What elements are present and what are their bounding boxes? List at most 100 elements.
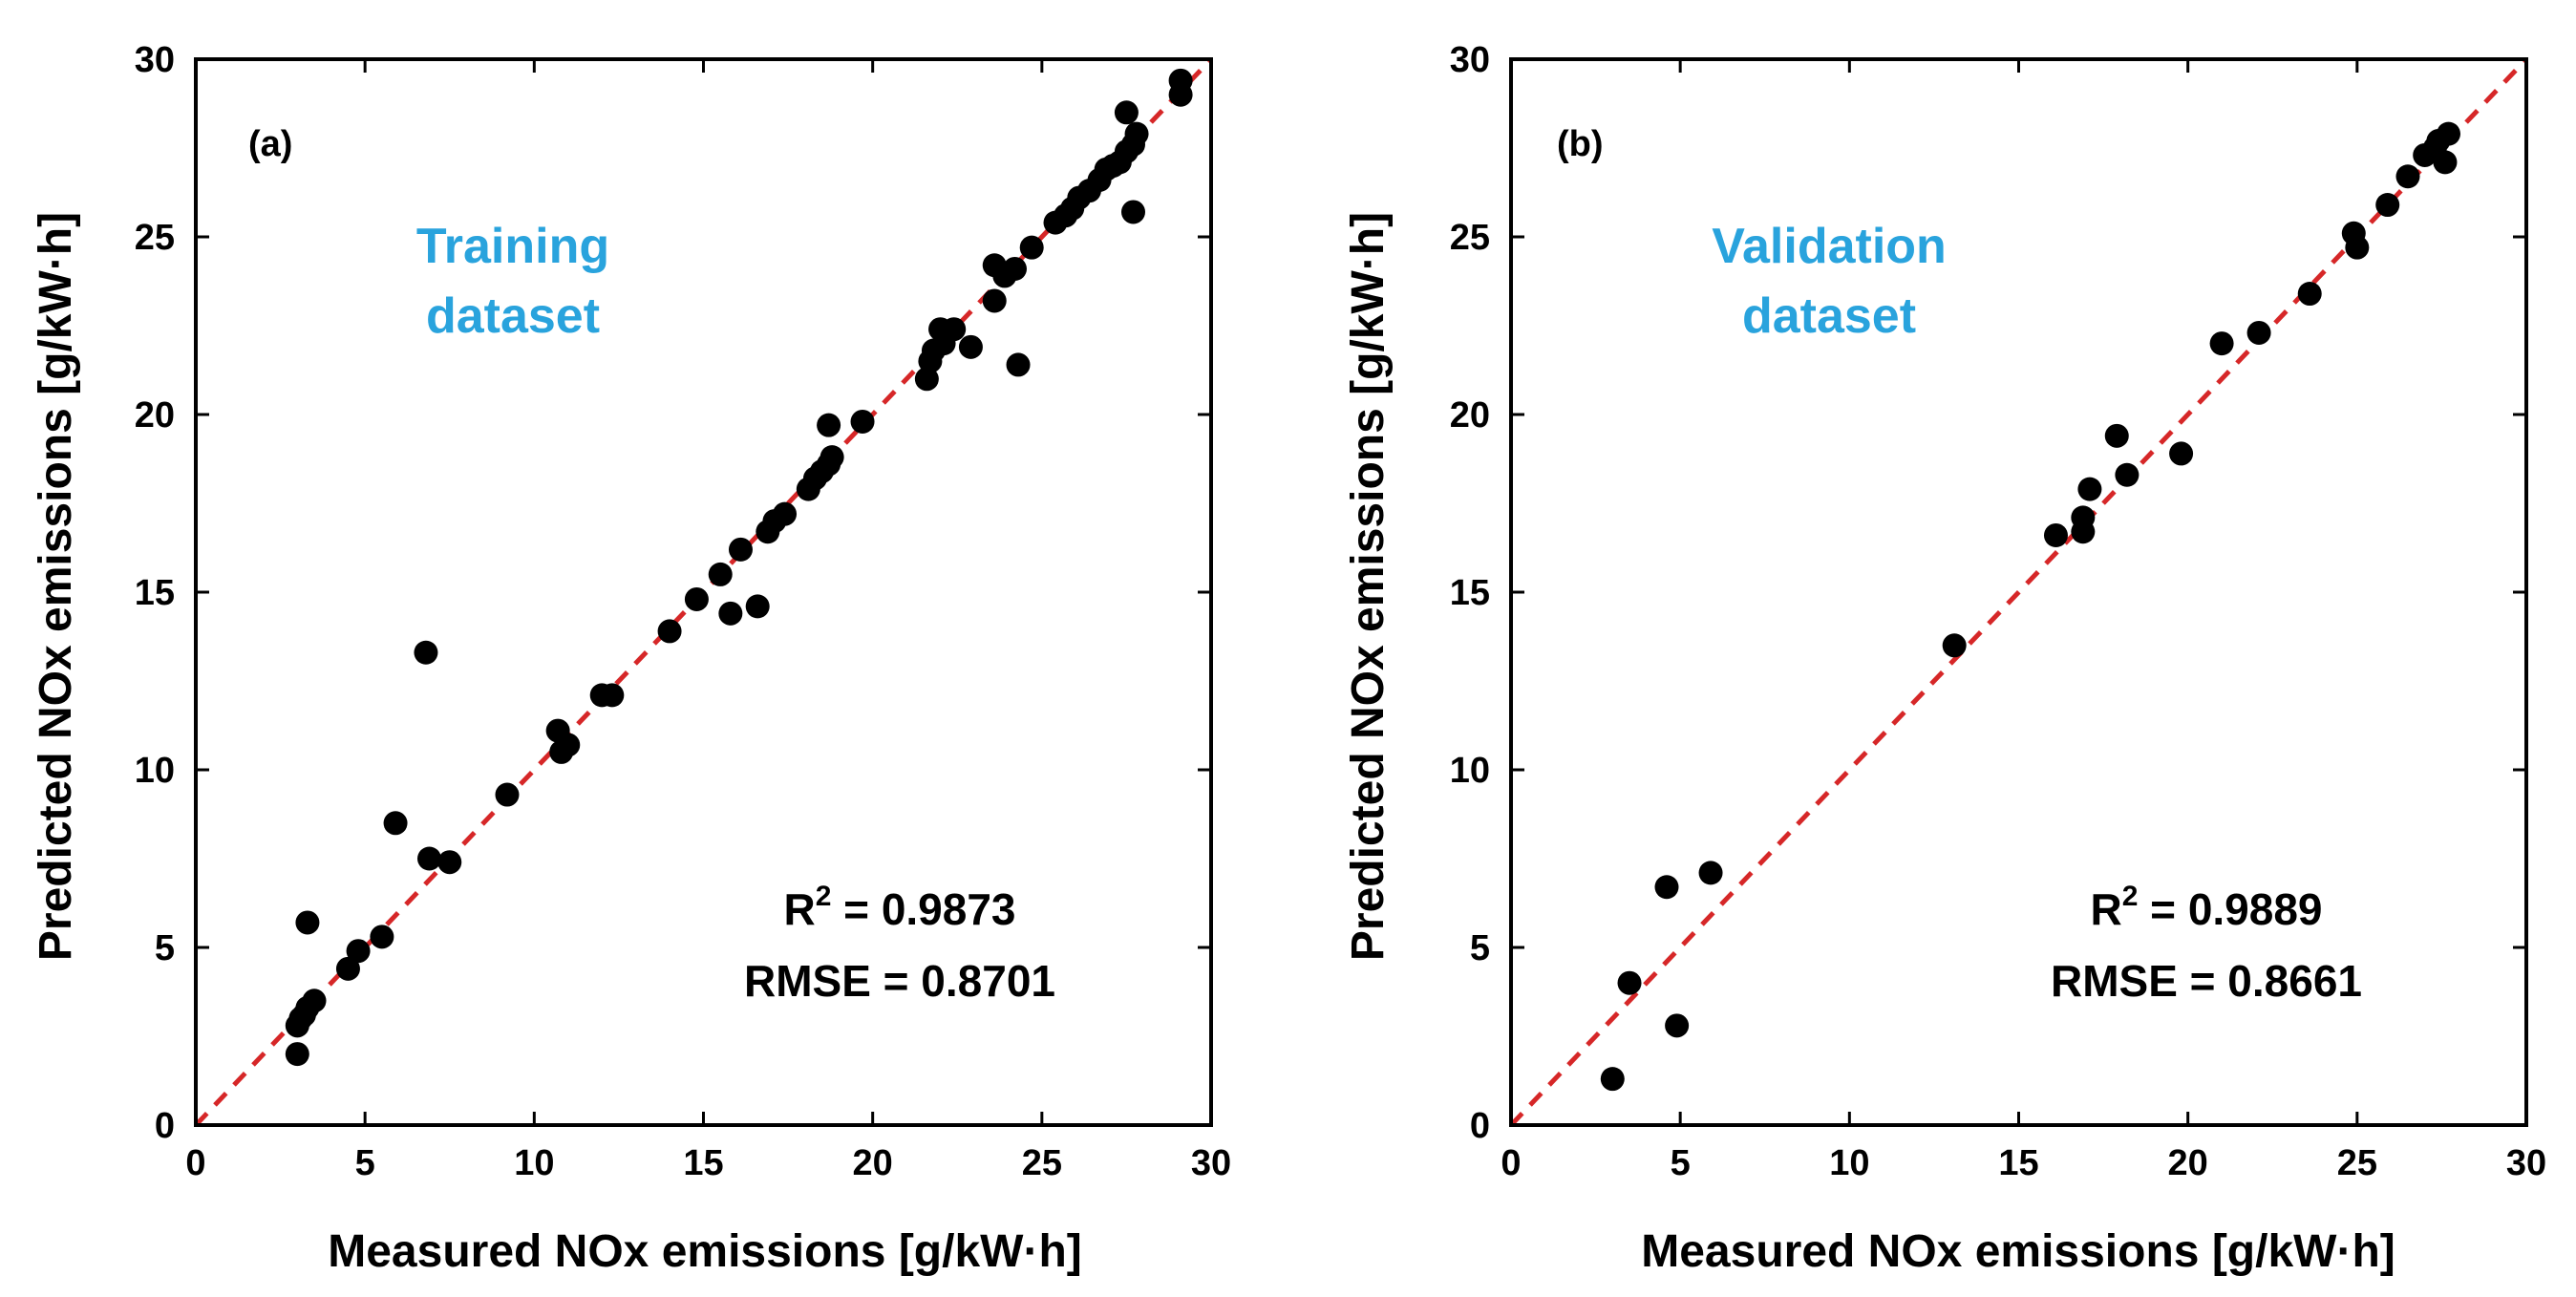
panel-a-y-tick-label-6: 30 — [135, 40, 175, 80]
panel-a-plot-area: 0 5 10 15 20 25 30 0 5 10 15 20 25 30 — [135, 40, 1231, 1183]
panel-a-point-20 — [657, 619, 682, 644]
panel-a-point-24 — [728, 537, 753, 562]
panel-a-y-axis-title: Predicted NOx emissions [g/kW·h] — [31, 212, 81, 961]
panel-a-point-0 — [285, 1042, 309, 1067]
panel-b-reference-line — [1509, 57, 2528, 1127]
panel-a-point-8 — [346, 939, 371, 964]
panel-a-point-41 — [942, 317, 967, 342]
panel-b-point-12 — [2169, 441, 2194, 466]
panel-a-point-10 — [383, 811, 408, 836]
panel-a-dataset-line2: dataset — [426, 288, 600, 344]
panel-b-r2-value: = 0.9889 — [2138, 884, 2322, 934]
panel-b-dataset-line2: dataset — [1742, 288, 1916, 344]
panel-b-point-4 — [1698, 861, 1723, 885]
panel-a-point-22 — [708, 562, 733, 586]
panel-a-x-tick-label-1: 5 — [355, 1143, 375, 1183]
panel-a-r2-prefix: R — [783, 884, 815, 934]
panel-b-y-tick-label-6: 30 — [1450, 40, 1490, 80]
panel-b-point-15 — [2297, 282, 2322, 307]
panel-b-point-13 — [2209, 331, 2234, 356]
panel-b-label: (b) — [1557, 124, 1604, 164]
panel-a-x-tick-label-0: 0 — [185, 1143, 205, 1183]
panel-a-point-42 — [958, 334, 983, 359]
panel-a-point-64 — [1168, 68, 1193, 93]
panel-a-point-6 — [295, 910, 320, 935]
panel-b-point-1 — [1617, 970, 1642, 995]
panel-a-point-43 — [982, 288, 1007, 313]
panel-a-x-axis-title: Measured NOx emissions [g/kW·h] — [328, 1226, 1082, 1277]
panel-b-x-tick-label-3: 15 — [1998, 1143, 2038, 1183]
panel-a-point-48 — [1019, 235, 1044, 260]
panel-a-r2-sup: 2 — [816, 881, 832, 912]
panel-b-point-17 — [2345, 235, 2370, 260]
panel-b-point-10 — [2104, 423, 2129, 448]
panel-b-r2: R2 = 0.9889 — [2090, 881, 2322, 934]
panel-b-dataset-line1: Validation — [1712, 219, 1947, 274]
panel-b-point-8 — [2071, 505, 2096, 530]
panel-b-point-24 — [2437, 121, 2461, 146]
panel-a-point-13 — [437, 850, 462, 875]
panel-a-point-21 — [684, 586, 709, 611]
panel-a-x-tick-label-2: 10 — [514, 1143, 554, 1183]
panel-a-point-47 — [1006, 352, 1031, 377]
panel-a-y-tick-label-2: 10 — [135, 751, 175, 791]
panel-a: 0 5 10 15 20 25 30 0 5 10 15 20 25 30 (a) Training da… — [31, 40, 1231, 1277]
panel-a-label: (a) — [248, 124, 292, 164]
panel-a-point-5 — [302, 989, 327, 1013]
panel-b-point-14 — [2246, 320, 2271, 345]
panel-b-point-23 — [2433, 150, 2458, 175]
panel-a-point-28 — [773, 501, 798, 526]
panel-b-point-2 — [1654, 875, 1679, 900]
panel-a-point-46 — [1002, 256, 1027, 281]
panel-a-x-tick-label-3: 15 — [683, 1143, 723, 1183]
panel-b-point-6 — [2043, 522, 2068, 547]
panel-a-y-tick-label-5: 25 — [135, 218, 175, 258]
panel-b-x-tick-label-0: 0 — [1501, 1143, 1521, 1183]
panel-a-point-7 — [335, 956, 360, 981]
panel-a-r2-value: = 0.9873 — [831, 884, 1015, 934]
panel-a-point-59 — [1114, 100, 1139, 125]
panel-a-y-tick-label-4: 20 — [135, 395, 175, 436]
panel-b-rmse: RMSE = 0.8661 — [2051, 956, 2362, 1006]
panel-a-point-14 — [495, 782, 520, 807]
panel-a-point-33 — [820, 445, 844, 470]
panel-b-x-tick-label-4: 20 — [2168, 1143, 2208, 1183]
panel-a-point-61 — [1121, 200, 1146, 224]
panel-a-r2: R2 = 0.9873 — [783, 881, 1015, 934]
panel-b-y-tick-label-2: 10 — [1450, 751, 1490, 791]
panel-b-y-tick-label-5: 25 — [1450, 218, 1490, 258]
panel-b-point-9 — [2077, 477, 2102, 501]
panel-b-y-tick-label-4: 20 — [1450, 395, 1490, 436]
panel-a-point-19 — [600, 683, 625, 708]
panel-a-y-tick-label-3: 15 — [135, 573, 175, 613]
panel-b-y-tick-label-0: 0 — [1470, 1106, 1490, 1146]
panel-b-y-tick-label-1: 5 — [1470, 928, 1490, 968]
panel-a-ticks: 0 5 10 15 20 25 30 0 5 10 15 20 25 30 — [135, 40, 1231, 1183]
panel-a-y-tick-label-0: 0 — [155, 1106, 175, 1146]
panel-a-x-tick-label-5: 25 — [1022, 1143, 1062, 1183]
panel-b-point-3 — [1665, 1013, 1690, 1038]
panel-a-dataset-line1: Training — [416, 219, 609, 274]
panel-b-r2-sup: 2 — [2122, 881, 2139, 912]
panel-a-point-11 — [414, 640, 438, 665]
panel-a-data-points — [285, 68, 1193, 1067]
panel-b-y-axis-title: Predicted NOx emissions [g/kW·h] — [1343, 212, 1394, 961]
panel-b-plot-area: 0 5 10 15 20 25 30 0 5 10 15 20 25 30 — [1450, 40, 2546, 1183]
panel-a-point-12 — [416, 846, 441, 871]
panel-b-ticks: 0 5 10 15 20 25 30 0 5 10 15 20 25 30 — [1450, 40, 2546, 1183]
panel-b-point-0 — [1600, 1067, 1625, 1092]
panel-a-point-36 — [914, 367, 939, 392]
panel-b-x-axis-title: Measured NOx emissions [g/kW·h] — [1641, 1226, 2395, 1277]
panel-b-data-points — [1600, 121, 2461, 1092]
panel-a-x-tick-label-4: 20 — [853, 1143, 893, 1183]
panel-b-x-tick-label-6: 30 — [2506, 1143, 2546, 1183]
panel-a-y-tick-label-1: 5 — [155, 928, 175, 968]
panel-b-x-tick-label-5: 25 — [2337, 1143, 2377, 1183]
panel-a-point-9 — [370, 925, 394, 949]
panel-a-point-62 — [1124, 121, 1149, 146]
panel-b-point-11 — [2115, 462, 2140, 487]
panel-b-point-18 — [2375, 193, 2400, 218]
